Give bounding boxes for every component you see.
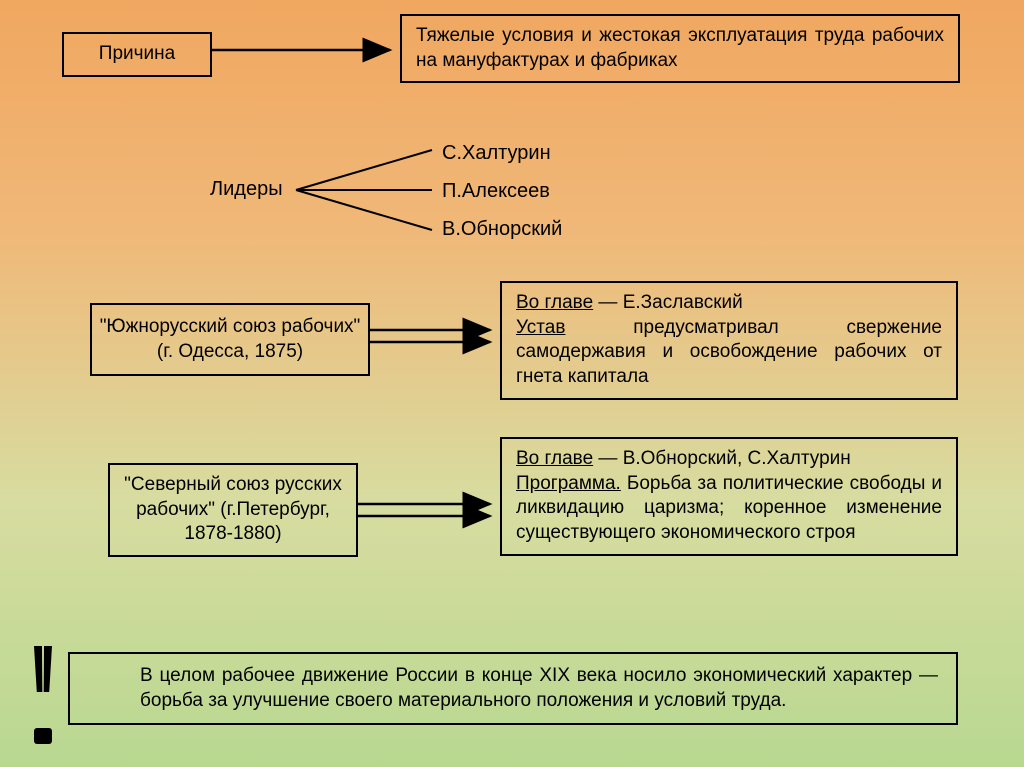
arrow-org1 bbox=[370, 324, 502, 348]
org2-desc-box: Во главе — В.Обнорский, С.Халтурин Прогр… bbox=[500, 437, 958, 556]
org1-label-box: "Южнорусский союз рабочих" (г. Одесса, 1… bbox=[90, 303, 370, 376]
cause-label-box: Причина bbox=[62, 32, 212, 77]
summary-text: В целом рабочее движение России в конце … bbox=[140, 665, 938, 711]
org1-head: — Е.Заславский bbox=[593, 292, 743, 313]
cause-label-text: Причина bbox=[99, 43, 175, 64]
arrow-org2 bbox=[358, 498, 502, 522]
leader-1: С.Халтурин bbox=[442, 142, 551, 165]
summary-box: В целом рабочее движение России в конце … bbox=[68, 652, 958, 725]
leaders-bracket bbox=[296, 142, 442, 242]
exclamation-icon bbox=[34, 646, 52, 692]
leaders-label: Лидеры bbox=[210, 178, 283, 201]
cause-desc-box: Тяжелые условия и жестокая эксплуатация … bbox=[400, 14, 960, 83]
exclamation-dot-icon bbox=[34, 728, 52, 744]
org1-doc-label: Устав bbox=[516, 317, 565, 338]
org1-head-label: Во главе bbox=[516, 292, 593, 313]
cause-desc-text: Тяжелые условия и жестокая эксплуатация … bbox=[416, 25, 944, 71]
org2-head-label: Во главе bbox=[516, 448, 593, 469]
org1-title: "Южнорусский союз рабочих" (г. Одесса, 1… bbox=[100, 316, 361, 362]
org1-desc-box: Во главе — Е.Заславский Устав предусматр… bbox=[500, 281, 958, 400]
org2-doc-label: Программа. bbox=[516, 473, 621, 494]
leader-2: П.Алексеев bbox=[442, 180, 550, 203]
org2-title: "Северный союз русских рабочих" (г.Петер… bbox=[124, 474, 342, 544]
org2-label-box: "Северный союз русских рабочих" (г.Петер… bbox=[108, 463, 358, 557]
org1-doc: предусматривал свержение самодержавия и … bbox=[516, 317, 942, 387]
org2-head: — В.Обнорский, С.Халтурин bbox=[593, 448, 851, 469]
leader-3: В.Обнорский bbox=[442, 218, 562, 241]
arrow-cause bbox=[212, 40, 402, 60]
